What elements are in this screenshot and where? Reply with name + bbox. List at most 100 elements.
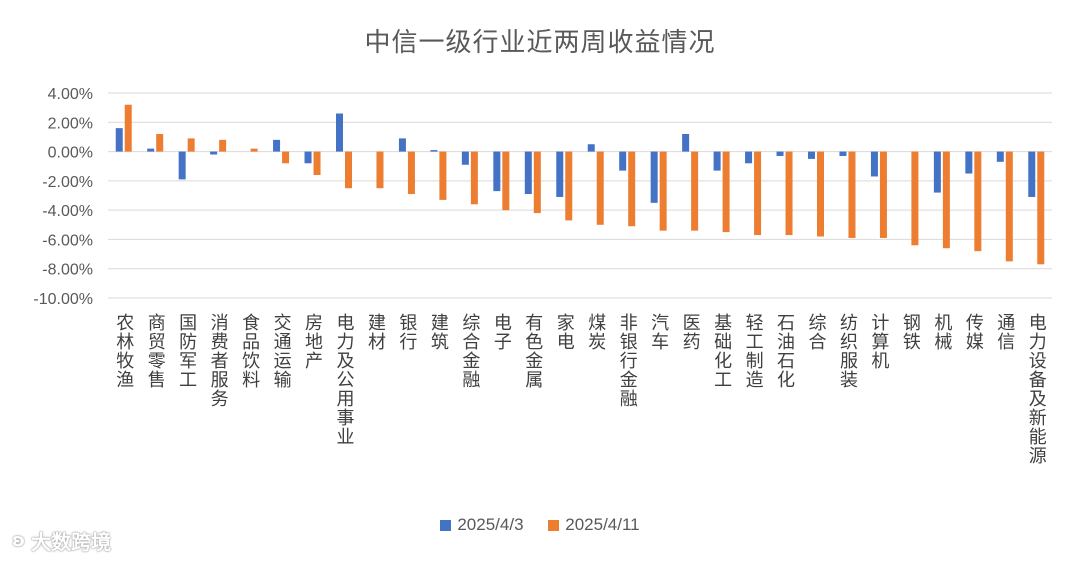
y-tick-label: 4.00%	[48, 86, 93, 103]
bar-series-1	[336, 113, 343, 152]
bar-series-1	[587, 144, 595, 152]
bar-series-2	[911, 151, 919, 246]
bar-series-1	[745, 151, 753, 164]
x-category-label: 消费者服务	[208, 313, 229, 408]
bar-series-2	[345, 151, 352, 189]
x-category-label: 非银行金融	[617, 313, 638, 408]
x-category-label: 石油石化	[774, 313, 795, 389]
bar-series-1	[304, 151, 312, 164]
x-category-label: 煤炭	[585, 313, 606, 351]
x-category-label: 国防军工	[176, 313, 197, 389]
x-category-label: 有色金属	[522, 313, 543, 389]
watermark: ʚ 大数跨境	[12, 526, 111, 555]
x-category-label: 计算机	[868, 313, 889, 370]
legend-label-series-2: 2025/4/11	[565, 515, 640, 534]
watermark-logo-icon: ʚ	[12, 530, 26, 551]
bar-series-1	[210, 151, 218, 155]
x-category-label: 农林牧渔	[113, 313, 134, 389]
x-category-label: 建材	[365, 313, 386, 351]
bar-series-2	[250, 148, 258, 152]
x-category-label: 机械	[931, 313, 952, 351]
x-category-label: 家电	[554, 313, 575, 351]
bar-series-1	[524, 151, 532, 195]
bar-series-2	[407, 151, 415, 195]
bar-series-1	[650, 151, 658, 203]
bar-series-1	[808, 151, 815, 159]
legend-label-series-1: 2025/4/3	[457, 515, 524, 534]
x-category-label: 通信	[994, 313, 1015, 351]
legend-swatch-series-2	[548, 519, 560, 531]
bar-series-1	[965, 151, 973, 174]
x-category-label: 房地产	[302, 313, 323, 370]
bar-series-2	[817, 151, 824, 237]
x-category-label: 轻工制造	[743, 313, 764, 389]
watermark-text: 大数跨境	[31, 530, 112, 554]
x-category-label: 基础化工	[711, 313, 732, 389]
bar-series-1	[115, 128, 123, 152]
bar-series-1	[713, 151, 721, 171]
bar-series-2	[502, 151, 510, 211]
chart-title: 中信一级行业近两周收益情况	[364, 28, 716, 58]
bar-series-2	[848, 151, 856, 238]
bar-series-1	[398, 138, 406, 152]
legend-swatch-series-1	[440, 519, 452, 531]
bar-series-2	[439, 151, 447, 200]
bar-series-1	[273, 139, 281, 152]
bar-series-1	[870, 151, 878, 177]
bar-series-2	[156, 134, 164, 152]
bar-series-1	[933, 151, 941, 193]
bar-series-1	[682, 134, 690, 152]
x-category-label: 食品饮料	[239, 313, 260, 389]
bar-series-1	[147, 148, 155, 152]
bar-series-1	[996, 151, 1004, 162]
bar-series-2	[942, 151, 950, 249]
x-category-label: 钢铁	[900, 313, 921, 351]
y-tick-label: 2.00%	[48, 115, 93, 132]
bar-series-1	[461, 151, 469, 165]
bar-series-1	[556, 151, 564, 197]
bar-series-2	[1037, 151, 1045, 265]
bar-series-2	[565, 151, 573, 221]
bar-series-2	[628, 151, 636, 227]
bar-series-2	[785, 151, 793, 236]
bar-series-2	[533, 151, 541, 214]
x-category-label: 商贸零售	[145, 313, 166, 389]
bar-series-2	[219, 139, 227, 152]
chart-legend: 2025/4/3 2025/4/11	[0, 515, 1080, 536]
y-tick-label: -4.00%	[42, 203, 93, 220]
bar-series-2	[470, 151, 478, 205]
x-category-label: 银行	[396, 313, 417, 351]
x-category-label: 综合	[806, 313, 827, 351]
y-tick-label: -8.00%	[42, 262, 93, 279]
x-category-label: 电力设备及新能源	[1026, 313, 1047, 465]
bar-series-2	[1005, 151, 1013, 262]
bar-series-1	[776, 151, 784, 156]
bar-series-1	[1028, 151, 1036, 197]
bar-series-2	[282, 151, 290, 164]
bar-series-2	[596, 151, 604, 225]
legend-item-series-1: 2025/4/3	[440, 515, 524, 535]
x-category-label: 汽车	[648, 313, 669, 351]
bar-series-2	[879, 151, 887, 238]
bar-series-2	[659, 151, 667, 231]
bar-series-1	[619, 151, 627, 171]
bar-series-1	[839, 151, 847, 156]
bar-series-1	[493, 151, 501, 192]
bar-series-2	[722, 151, 730, 233]
bar-series-2	[313, 151, 321, 175]
bar-series-2	[376, 151, 384, 189]
y-tick-label: -10.00%	[33, 291, 93, 308]
bar-series-2	[187, 138, 195, 152]
legend-item-series-2: 2025/4/11	[548, 515, 640, 535]
x-category-label: 交通运输	[271, 313, 292, 389]
bar-series-1	[430, 150, 438, 152]
y-tick-label: -6.00%	[42, 232, 93, 249]
bar-series-1	[178, 151, 186, 180]
y-tick-label: 0.00%	[48, 145, 93, 162]
x-category-label: 综合金融	[459, 313, 480, 389]
bar-series-2	[691, 151, 699, 231]
bar-series-2	[754, 151, 762, 236]
x-category-label: 传媒	[963, 313, 984, 351]
x-category-label: 电子	[491, 313, 512, 351]
